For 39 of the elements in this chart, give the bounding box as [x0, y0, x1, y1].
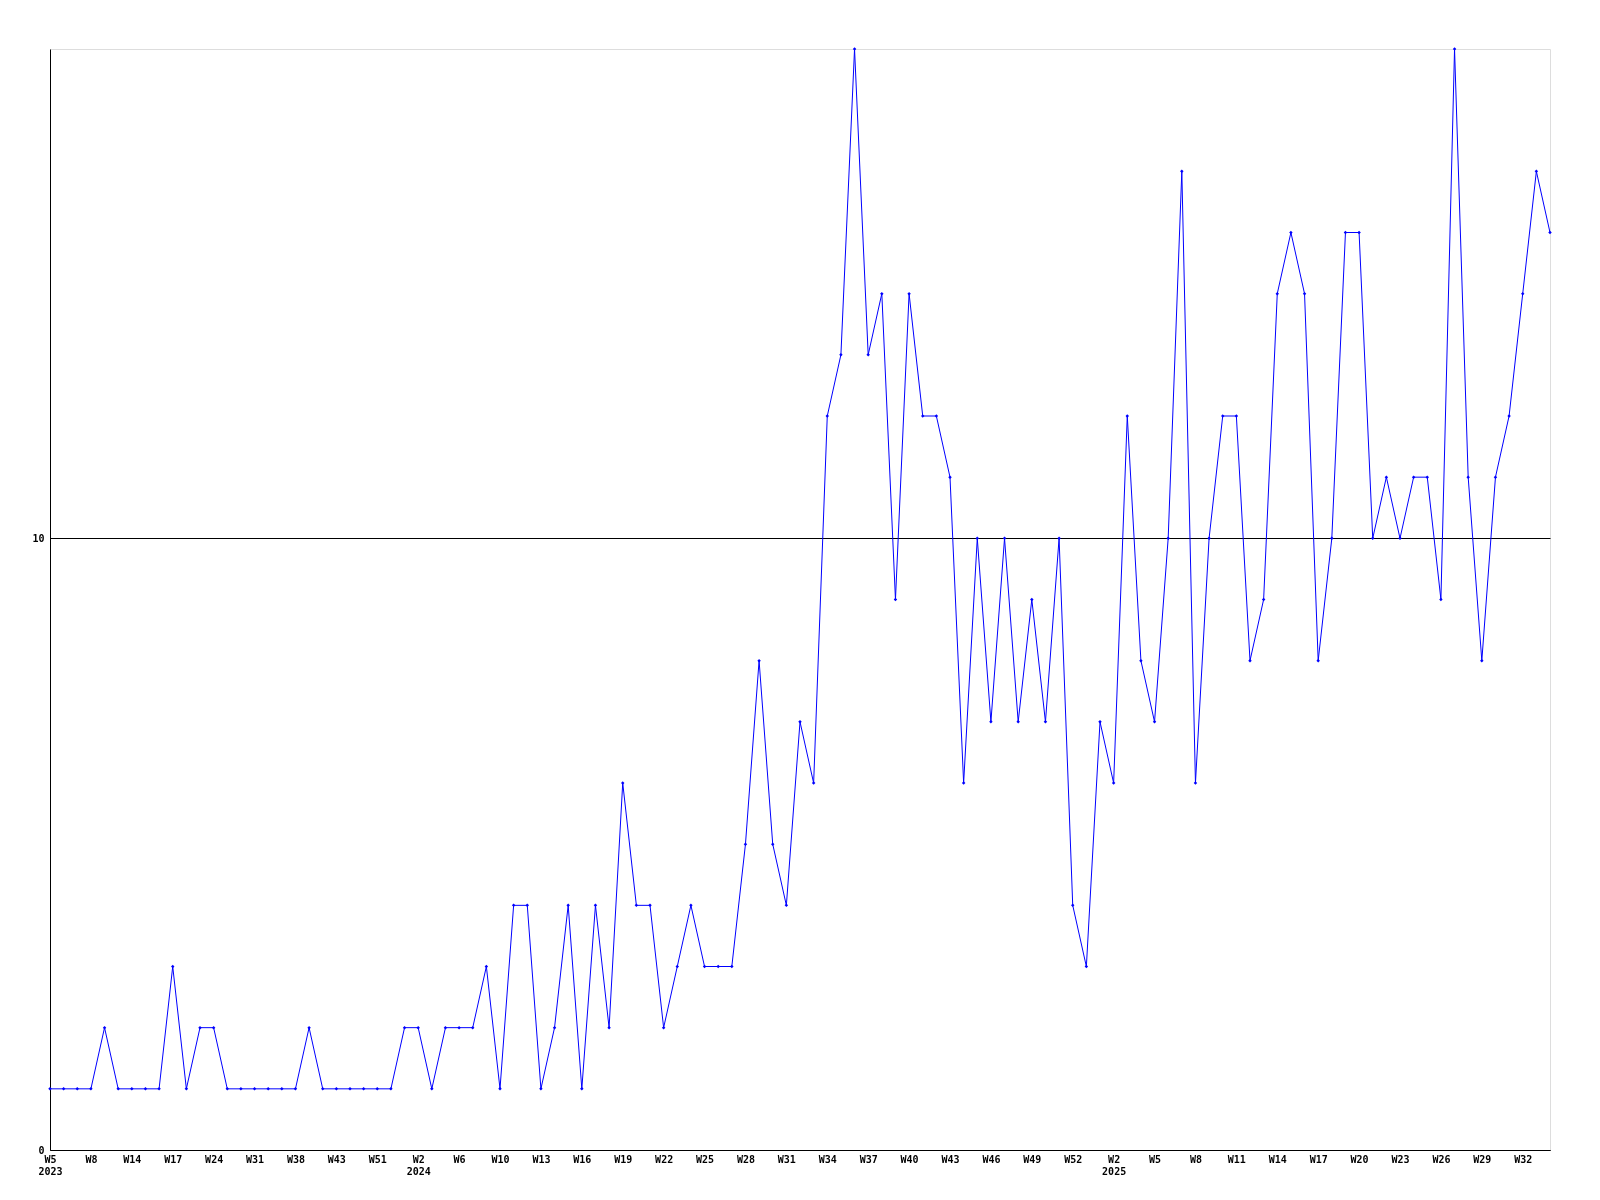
x-tick-label: W17	[1309, 1153, 1328, 1165]
x-tick-label: W6	[453, 1153, 466, 1165]
x-tick-label: W23	[1391, 1153, 1410, 1165]
x-tick-label: W19	[614, 1153, 633, 1165]
x-tick-label: W26	[1432, 1153, 1451, 1165]
x-tick-label: W8	[85, 1153, 98, 1165]
y-tick-label: 0	[38, 1144, 45, 1156]
x-tick-label: W52	[1064, 1153, 1083, 1165]
x-tick-label: W2 2024	[406, 1153, 431, 1177]
x-tick-label: W2 2025	[1102, 1153, 1127, 1177]
x-tick-label: W11	[1227, 1153, 1246, 1165]
x-tick-label: W43	[941, 1153, 960, 1165]
x-tick-label: W43	[327, 1153, 346, 1165]
y-tick-label: 10	[32, 532, 45, 544]
x-tick-label: W29	[1473, 1153, 1492, 1165]
x-tick-label: W28	[736, 1153, 755, 1165]
x-tick-label: W37	[859, 1153, 878, 1165]
x-tick-label: W22	[655, 1153, 674, 1165]
x-tick-label: W5 2023	[38, 1153, 63, 1177]
x-tick-label: W25	[696, 1153, 715, 1165]
x-tick-label: W10	[491, 1153, 510, 1165]
x-tick-label: W20	[1350, 1153, 1369, 1165]
x-tick-label: W34	[818, 1153, 837, 1165]
x-tick-label: W46	[982, 1153, 1001, 1165]
x-tick-label: W13	[532, 1153, 551, 1165]
x-tick-label: W24	[205, 1153, 224, 1165]
x-tick-label: W40	[900, 1153, 919, 1165]
x-tick-label: W31	[246, 1153, 265, 1165]
x-tick-label: W8	[1189, 1153, 1202, 1165]
x-tick-label: W38	[286, 1153, 305, 1165]
x-tick-label: W49	[1023, 1153, 1042, 1165]
x-tick-label: W16	[573, 1153, 592, 1165]
x-tick-label: W31	[777, 1153, 796, 1165]
x-tick-label: W17	[164, 1153, 183, 1165]
x-tick-label: W14	[123, 1153, 142, 1165]
x-tick-label: W51	[368, 1153, 387, 1165]
x-tick-label: W5	[1149, 1153, 1162, 1165]
x-tick-label: W32	[1514, 1153, 1533, 1165]
x-tick-label: W14	[1268, 1153, 1287, 1165]
